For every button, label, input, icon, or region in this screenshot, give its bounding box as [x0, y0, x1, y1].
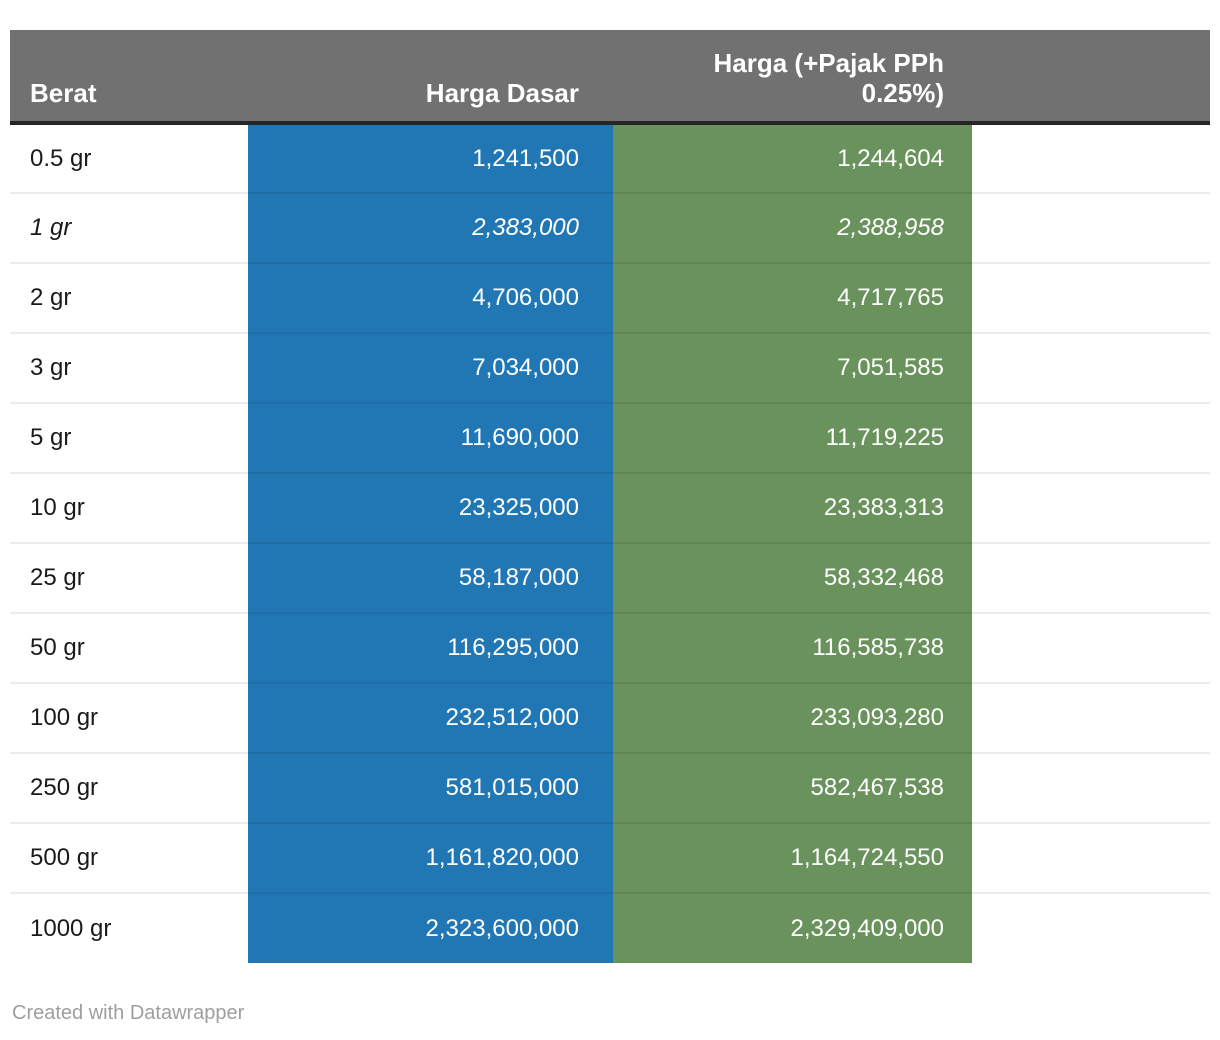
harga-dasar-cell: 116,295,000 — [248, 612, 613, 683]
harga-pajak-cell: 11,719,225 — [613, 402, 972, 473]
column-header-spacer — [972, 30, 1210, 125]
harga-pajak-cell: 23,383,313 — [613, 472, 972, 543]
harga-dasar-cell: 4,706,000 — [248, 262, 613, 333]
row-spacer — [972, 332, 1210, 403]
berat-cell: 50 gr — [10, 612, 248, 683]
harga-pajak-cell: 1,244,604 — [613, 123, 972, 193]
berat-cell: 250 gr — [10, 752, 248, 823]
harga-pajak-cell: 2,329,409,000 — [613, 892, 972, 963]
berat-cell: 5 gr — [10, 402, 248, 473]
harga-pajak-cell: 116,585,738 — [613, 612, 972, 683]
row-spacer — [972, 262, 1210, 333]
harga-dasar-cell: 2,383,000 — [248, 192, 613, 263]
berat-cell: 100 gr — [10, 682, 248, 753]
table-row: 5 gr 11,690,000 11,719,225 — [10, 402, 1210, 473]
table-row: 2 gr 4,706,000 4,717,765 — [10, 262, 1210, 333]
harga-dasar-cell: 1,241,500 — [248, 123, 613, 193]
harga-pajak-cell: 4,717,765 — [613, 262, 972, 333]
row-spacer — [972, 472, 1210, 543]
harga-dasar-cell: 58,187,000 — [248, 542, 613, 613]
table-row-emphasized: 1 gr 2,383,000 2,388,958 — [10, 192, 1210, 263]
harga-pajak-cell: 7,051,585 — [613, 332, 972, 403]
row-spacer — [972, 542, 1210, 613]
harga-dasar-cell: 581,015,000 — [248, 752, 613, 823]
row-spacer — [972, 822, 1210, 893]
column-header-harga-pajak-label: Harga (+Pajak PPh 0.25%) — [713, 48, 945, 108]
harga-dasar-cell: 7,034,000 — [248, 332, 613, 403]
berat-cell: 0.5 gr — [10, 123, 248, 193]
harga-dasar-cell: 1,161,820,000 — [248, 822, 613, 893]
datawrapper-credit-link[interactable]: Created with Datawrapper — [12, 1002, 245, 1024]
harga-dasar-cell: 23,325,000 — [248, 472, 613, 543]
table-row: 3 gr 7,034,000 7,051,585 — [10, 332, 1210, 403]
harga-pajak-cell: 1,164,724,550 — [613, 822, 972, 893]
column-header-berat: Berat — [10, 30, 248, 125]
row-spacer — [972, 892, 1210, 963]
table-body: 0.5 gr 1,241,500 1,244,604 1 gr 2,383,00… — [10, 123, 1210, 963]
berat-cell: 1 gr — [10, 192, 248, 263]
row-spacer — [972, 192, 1210, 263]
harga-pajak-cell: 582,467,538 — [613, 752, 972, 823]
table-row: 25 gr 58,187,000 58,332,468 — [10, 542, 1210, 613]
row-spacer — [972, 682, 1210, 753]
column-header-harga-dasar: Harga Dasar — [248, 30, 613, 125]
price-table: Berat Harga Dasar Harga (+Pajak PPh 0.25… — [10, 30, 1210, 963]
harga-dasar-cell: 232,512,000 — [248, 682, 613, 753]
berat-cell: 500 gr — [10, 822, 248, 893]
harga-pajak-cell: 58,332,468 — [613, 542, 972, 613]
table-row: 0.5 gr 1,241,500 1,244,604 — [10, 123, 1210, 193]
berat-cell: 1000 gr — [10, 892, 248, 963]
berat-cell: 10 gr — [10, 472, 248, 543]
table-row: 1000 gr 2,323,600,000 2,329,409,000 — [10, 892, 1210, 963]
table-row: 50 gr 116,295,000 116,585,738 — [10, 612, 1210, 683]
table-row: 500 gr 1,161,820,000 1,164,724,550 — [10, 822, 1210, 893]
berat-cell: 2 gr — [10, 262, 248, 333]
harga-dasar-cell: 2,323,600,000 — [248, 892, 613, 963]
table-row: 100 gr 232,512,000 233,093,280 — [10, 682, 1210, 753]
row-spacer — [972, 402, 1210, 473]
berat-cell: 3 gr — [10, 332, 248, 403]
harga-pajak-cell: 2,388,958 — [613, 192, 972, 263]
row-spacer — [972, 752, 1210, 823]
table-header: Berat Harga Dasar Harga (+Pajak PPh 0.25… — [10, 30, 1210, 125]
harga-pajak-cell: 233,093,280 — [613, 682, 972, 753]
row-spacer — [972, 123, 1210, 193]
table-row: 250 gr 581,015,000 582,467,538 — [10, 752, 1210, 823]
row-spacer — [972, 612, 1210, 683]
berat-cell: 25 gr — [10, 542, 248, 613]
table-row: 10 gr 23,325,000 23,383,313 — [10, 472, 1210, 543]
harga-dasar-cell: 11,690,000 — [248, 402, 613, 473]
column-header-harga-pajak: Harga (+Pajak PPh 0.25%) — [613, 30, 972, 125]
